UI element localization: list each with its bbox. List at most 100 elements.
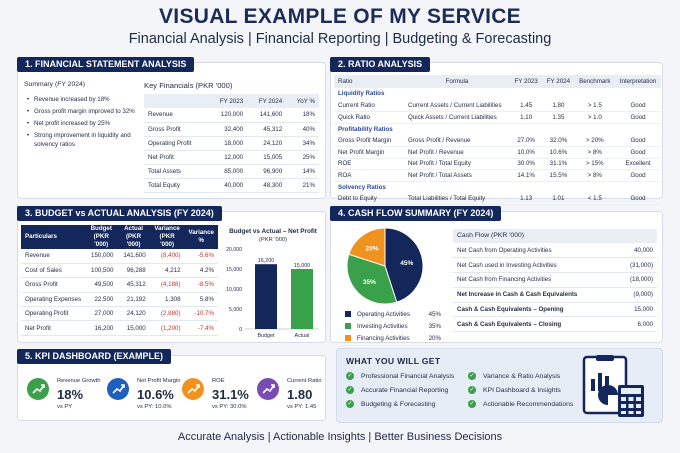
- kpi-label: Net Profit Margin: [137, 378, 181, 384]
- budget-cell: (1,200): [149, 320, 185, 336]
- y-tick-label: 20,000: [226, 247, 242, 253]
- pie-slice: [384, 227, 424, 303]
- x-tick-label: Budget: [257, 333, 275, 339]
- check-icon: ✓: [346, 400, 354, 408]
- deliverable-label: Professional Financial Analysis: [361, 372, 455, 380]
- ratio-cell: 31.1%: [542, 158, 575, 171]
- ratio-cell: 30.0%: [510, 158, 543, 171]
- budget-cell: -5.6%: [184, 249, 218, 264]
- ratio-header: FY 2024: [542, 75, 575, 88]
- budget-cell: 141,600: [117, 249, 150, 264]
- bar-chart-unit: (PKR '000): [258, 237, 288, 243]
- y-tick-label: 15,000: [226, 267, 242, 273]
- kpi-label: ROE: [212, 378, 225, 384]
- ratio-cell: Good: [615, 111, 661, 124]
- budget-table: Particulars Budget (PKR '000) Actual (PK…: [21, 225, 218, 336]
- summary-item: Revenue increased by 18%: [27, 95, 142, 104]
- check-icon: ✓: [468, 372, 476, 380]
- table-row: ROE Net Profit / Total Equity 30.0% 31.1% > …: [334, 158, 661, 171]
- ratio-cell: > 15%: [574, 158, 616, 171]
- kpi-value: 1.80: [287, 387, 313, 402]
- kpi-compare: vs PY: 10.0%: [137, 404, 172, 410]
- key-financials-title: Key Financials (PKR '000): [144, 81, 233, 90]
- y-tick-label: 5,000: [229, 307, 242, 313]
- table-row: Net Cash used in Investing Activities (31…: [453, 257, 657, 274]
- ratio-cell: 10.0%: [510, 146, 543, 159]
- ratio-header: Interpretation: [615, 75, 661, 88]
- ratio-group-label: Profitability Ratios: [338, 125, 393, 133]
- table-row: Net Profit 12,000 15,005 25%: [144, 150, 319, 165]
- summary-title: Summary (FY 2024): [24, 81, 86, 88]
- ratio-cell: 1.10: [510, 111, 543, 124]
- ratio-cell: 1.13: [510, 193, 543, 206]
- ratio-cell: Quick Ratio: [334, 111, 404, 124]
- legend-label: Financing Activities: [357, 334, 410, 342]
- bar-chart-title: Budget vs Actual – Net Profit: [229, 228, 317, 235]
- table-row: Total Equity 40,000 48,300 21%: [144, 178, 319, 193]
- table-row: Cash & Cash Equivalents – Opening 15,000: [453, 302, 657, 318]
- ba-header: Particulars: [21, 225, 86, 249]
- ratio-cell: 1.80: [542, 99, 575, 112]
- ratio-cell: Gross Profit Margin: [334, 134, 404, 147]
- ba-header: Variance %: [184, 225, 218, 249]
- budget-cell: 16,200: [85, 320, 118, 336]
- legend-item: Financing Activities 20%: [345, 332, 441, 344]
- page-subtitle: Financial Analysis | Financial Reporting…: [128, 31, 552, 47]
- budget-title: 3. BUDGET vs ACTUAL ANALYSIS (FY 2024): [17, 206, 222, 221]
- ratio-cell: Current Assets / Current Liabilities: [404, 99, 510, 112]
- budget-cell: (8,400): [149, 249, 185, 264]
- bar-chart: 20,000 15,000 10,000 5,000 0 16,200 Budget 15,0…: [226, 247, 319, 339]
- ratio-cell: Excellent: [615, 158, 661, 171]
- ratio-cell: > 8%: [574, 169, 616, 182]
- ratio-group-row: Solvency Ratios: [334, 182, 661, 194]
- y-tick-label: 10,000: [226, 287, 242, 293]
- kpi-title: 5. KPI DASHBOARD (EXAMPLE): [17, 349, 172, 364]
- growth-chart-icon: [27, 378, 49, 400]
- bar: [291, 269, 313, 329]
- wallet-icon: [257, 378, 279, 400]
- budget-cell: 45,312: [117, 277, 150, 293]
- cashflow-label: Net Increase in Cash & Cash Equivalents: [453, 287, 618, 303]
- ratio-cell: Net Profit Margin: [334, 146, 404, 159]
- y-tick-label: 0: [239, 327, 242, 333]
- budget-cell: Cost of Sales: [21, 263, 86, 279]
- legend-swatch: [345, 311, 351, 317]
- ratio-cell: Good: [615, 193, 661, 206]
- budget-cell: Gross Profit: [21, 277, 86, 293]
- page-title: VISUAL EXAMPLE OF MY SERVICE: [159, 5, 521, 28]
- table-row: Revenue 120,000 141,600 18%: [144, 108, 319, 123]
- legend-pct: 45%: [428, 310, 441, 318]
- ratio-header: Benchmark: [574, 75, 616, 88]
- table-row: Quick Ratio Quick Assets / Current Liabil…: [334, 111, 661, 124]
- bar: [255, 264, 277, 329]
- deliverable-item: ✓ KPI Dashboard & Insights: [468, 386, 561, 394]
- x-tick-label: Actual: [295, 333, 310, 339]
- kpi-card: Revenue Growth 18% vs PY: [27, 374, 101, 416]
- table-row: Net Profit Margin Net Profit / Revenue 10.…: [334, 146, 661, 159]
- cashflow-value: (18,000): [617, 272, 657, 288]
- legend-label: Investing Activities: [357, 322, 408, 330]
- check-icon: ✓: [346, 386, 354, 394]
- budget-cell: -8.5%: [184, 277, 218, 293]
- cashflow-label: Net Cash from Operating Activities: [453, 243, 618, 259]
- ratio-cell: > 1.0: [574, 111, 616, 124]
- kpi-value: 18%: [57, 387, 84, 402]
- financial-statement-panel: 1. FINANCIAL STATEMENT ANALYSIS Summary …: [17, 57, 326, 199]
- legend-pct: 35%: [428, 322, 441, 330]
- bar-value-label: 16,200: [258, 258, 275, 264]
- legend-label: Operating Activities: [357, 310, 410, 318]
- fsa-title: 1. FINANCIAL STATEMENT ANALYSIS: [17, 57, 195, 72]
- budget-cell: Operating Profit: [21, 306, 86, 322]
- pie-legend: Operating Activities 45% Investing Activit…: [345, 308, 441, 344]
- cashflow-value: 15,000: [617, 302, 657, 318]
- pie-slice-label: 45%: [400, 260, 413, 267]
- ratio-cell: Good: [615, 169, 661, 182]
- table-row: Net Increase in Cash & Cash Equivalents(…: [453, 287, 657, 303]
- ba-header: Variance (PKR '000): [149, 225, 185, 249]
- deliverable-item: ✓ Professional Financial Analysis: [346, 372, 454, 380]
- ratio-cell: Good: [615, 99, 661, 112]
- kpi-compare: vs PY: 30.0%: [212, 404, 247, 410]
- table-row: Operating Expenses 22,500 21,192 1,308 5.8%: [21, 292, 218, 308]
- legend-item: Operating Activities 45%: [345, 308, 441, 320]
- ratio-header: FY 2023: [510, 75, 543, 88]
